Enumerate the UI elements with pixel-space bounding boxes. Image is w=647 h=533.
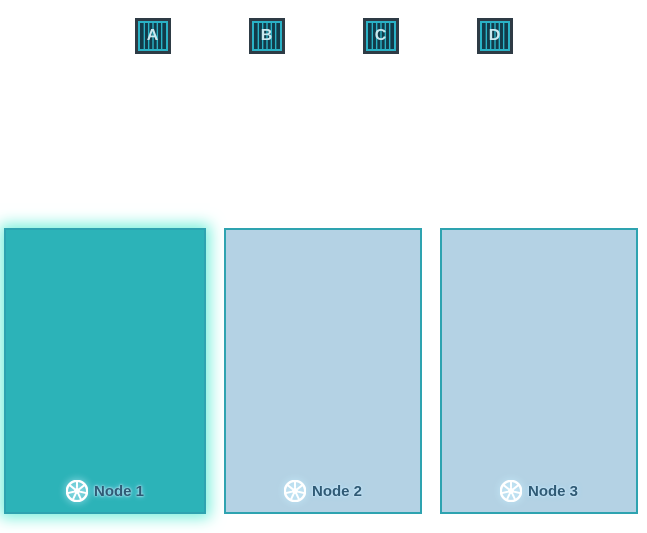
diagram-stage: { "type": "infographic", "canvas": { "wi… <box>0 0 647 533</box>
container-letter: B <box>261 27 273 45</box>
node-footer: Node 2 <box>226 480 420 502</box>
container-box-a: A <box>135 18 171 54</box>
node-label: Node 2 <box>312 483 362 500</box>
container-letter: D <box>489 27 501 45</box>
kubernetes-wheel-icon <box>66 480 88 502</box>
container-inner: D <box>480 21 510 51</box>
containers-row: A B C D <box>0 18 647 54</box>
container-inner: B <box>252 21 282 51</box>
container-letter: A <box>147 27 159 45</box>
node-label: Node 1 <box>94 483 144 500</box>
container-inner: C <box>366 21 396 51</box>
container-box-b: B <box>249 18 285 54</box>
node-footer: Node 1 <box>6 480 204 502</box>
node-label: Node 3 <box>528 483 578 500</box>
container-box-c: C <box>363 18 399 54</box>
kubernetes-wheel-icon <box>500 480 522 502</box>
k8s-node-2: Node 2 <box>224 228 422 514</box>
node-footer: Node 3 <box>442 480 636 502</box>
kubernetes-wheel-icon <box>284 480 306 502</box>
container-letter: C <box>375 27 387 45</box>
k8s-node-3: Node 3 <box>440 228 638 514</box>
nodes-row: Node 1 Node 2 Node 3 <box>4 228 638 514</box>
k8s-node-1: Node 1 <box>4 228 206 514</box>
container-inner: A <box>138 21 168 51</box>
container-box-d: D <box>477 18 513 54</box>
